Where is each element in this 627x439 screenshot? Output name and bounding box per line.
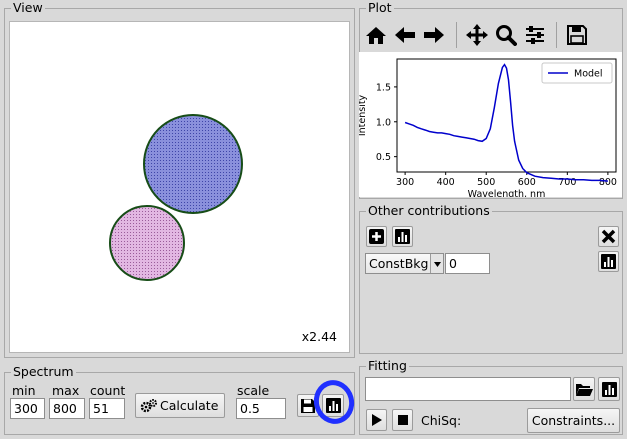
min-field[interactable]: 300 bbox=[10, 398, 45, 419]
other-contributions-panel: Other contributions bbox=[359, 203, 623, 354]
view-title: View bbox=[11, 0, 45, 16]
min-label: min bbox=[12, 383, 36, 398]
gears-icon bbox=[140, 398, 157, 412]
chevron-down-icon bbox=[430, 254, 443, 273]
bar-chart-icon bbox=[395, 229, 410, 244]
max-value: 800 bbox=[53, 401, 77, 416]
count-label: count bbox=[90, 383, 126, 398]
chisq-label: ChiSq: bbox=[421, 413, 462, 428]
pan-icon[interactable] bbox=[464, 22, 490, 48]
view-panel: View bbox=[4, 0, 355, 358]
max-label: max bbox=[52, 383, 80, 398]
scale-label: scale bbox=[237, 383, 270, 398]
y-tick-label: 0.5 bbox=[376, 152, 391, 163]
save-icon[interactable] bbox=[564, 22, 590, 48]
count-field[interactable]: 51 bbox=[89, 398, 125, 419]
bar-chart-icon bbox=[601, 381, 617, 397]
legend-label: Model bbox=[574, 69, 603, 80]
plus-icon bbox=[369, 229, 384, 244]
x-tick-label: 500 bbox=[477, 177, 495, 188]
home-icon[interactable] bbox=[363, 22, 389, 48]
forward-arrow-icon[interactable] bbox=[421, 22, 447, 48]
y-tick-label: 1.0 bbox=[376, 117, 391, 128]
configure-subplots-icon[interactable] bbox=[522, 22, 548, 48]
plot-canvas[interactable]: 300 400 500 600 700 800 0.5 1.0 1.5 Wavelength, n… bbox=[359, 52, 622, 197]
x-tick-label: 600 bbox=[518, 177, 536, 188]
y-tick-label: 1.5 bbox=[376, 82, 391, 93]
save-spectrum-button[interactable] bbox=[297, 394, 319, 417]
min-value: 300 bbox=[14, 401, 38, 416]
contribution-param-value: 0 bbox=[449, 256, 457, 271]
close-icon bbox=[601, 229, 616, 244]
bar-chart-icon bbox=[325, 398, 341, 413]
spectrum-title: Spectrum bbox=[11, 364, 76, 380]
constraints-button[interactable]: Constraints... bbox=[527, 408, 620, 433]
plot-title: Plot bbox=[366, 0, 394, 16]
other-contributions-title: Other contributions bbox=[366, 203, 492, 219]
x-tick-label: 400 bbox=[437, 177, 455, 188]
open-file-button[interactable] bbox=[573, 377, 595, 401]
add-contribution-button[interactable] bbox=[366, 226, 387, 247]
y-axis-label: Intensity bbox=[359, 94, 368, 136]
back-arrow-icon[interactable] bbox=[392, 22, 418, 48]
x-axis-label: Wavelength, nm bbox=[468, 189, 546, 197]
plot-fit-button[interactable] bbox=[598, 377, 620, 401]
bar-chart-icon bbox=[601, 254, 616, 269]
start-fit-button[interactable] bbox=[366, 409, 387, 431]
x-tick-label: 800 bbox=[599, 177, 617, 188]
fitting-title: Fitting bbox=[366, 358, 409, 374]
count-value: 51 bbox=[93, 401, 109, 416]
plot-contribution-button[interactable] bbox=[392, 226, 413, 247]
x-tick-label: 300 bbox=[396, 177, 414, 188]
view-canvas[interactable]: x2.44 bbox=[9, 21, 350, 353]
max-field[interactable]: 800 bbox=[49, 398, 85, 419]
calculate-label: Calculate bbox=[160, 398, 219, 413]
plot-spectrum-button[interactable] bbox=[322, 394, 344, 417]
zoom-label: x2.44 bbox=[301, 329, 337, 344]
big-sphere[interactable] bbox=[143, 114, 243, 214]
scale-value: 0.5 bbox=[240, 401, 260, 416]
contribution-type-value: ConstBkg bbox=[369, 256, 429, 271]
fitting-panel: Fitting bbox=[359, 358, 623, 435]
legend-box bbox=[541, 62, 613, 84]
contribution-param-field[interactable]: 0 bbox=[445, 253, 490, 274]
zoom-icon[interactable] bbox=[493, 22, 519, 48]
play-icon bbox=[372, 414, 382, 426]
toolbar-separator bbox=[456, 22, 457, 48]
plot-axes-frame bbox=[396, 58, 617, 173]
scale-field[interactable]: 0.5 bbox=[236, 398, 286, 419]
constraints-label: Constraints... bbox=[531, 413, 616, 428]
contribution-type-select[interactable]: ConstBkg bbox=[365, 253, 444, 274]
plot-contribution-button-right[interactable] bbox=[598, 251, 619, 272]
series-line-model bbox=[404, 63, 608, 182]
fit-file-path-field[interactable] bbox=[365, 377, 571, 401]
small-sphere[interactable] bbox=[109, 205, 185, 281]
folder-open-icon bbox=[576, 383, 593, 396]
stop-icon bbox=[397, 415, 408, 425]
calculate-button[interactable]: Calculate bbox=[135, 393, 225, 418]
spectrum-panel: Spectrum bbox=[4, 364, 355, 435]
x-tick-label: 700 bbox=[558, 177, 576, 188]
stop-fit-button[interactable] bbox=[392, 409, 413, 431]
toolbar-separator-2 bbox=[556, 22, 557, 48]
save-icon bbox=[301, 398, 315, 413]
remove-contribution-button[interactable] bbox=[598, 226, 619, 247]
